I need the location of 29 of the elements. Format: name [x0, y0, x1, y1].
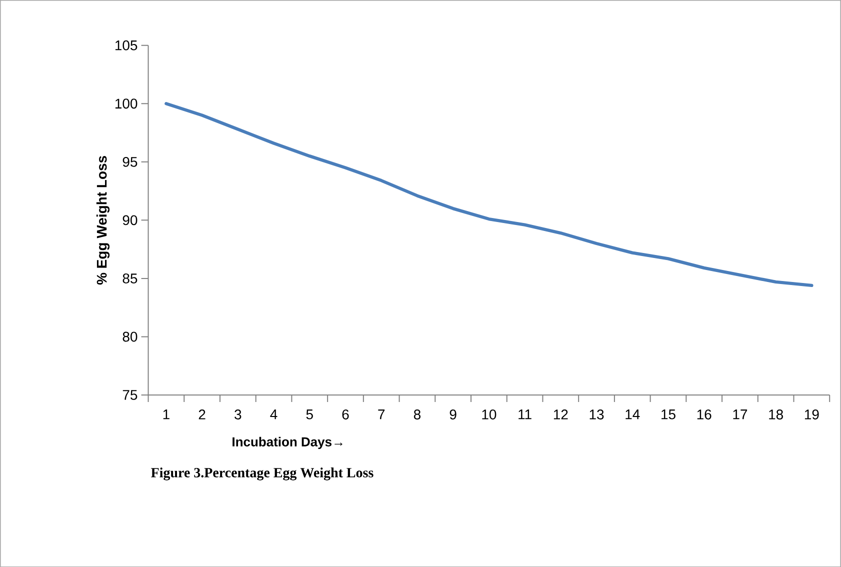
x-tick-label: 10 [482, 409, 496, 420]
y-tick-label: 90 [122, 215, 138, 226]
x-axis-title: Incubation Days→ [232, 436, 342, 449]
x-tick-label: 17 [733, 409, 748, 420]
y-axis-title: % Egg Weight Loss [96, 156, 110, 284]
y-tick-label: 95 [122, 156, 138, 167]
y-tick-label: 75 [122, 390, 138, 400]
x-tick-label: 1 [163, 409, 170, 420]
x-tick-label: 13 [590, 409, 604, 420]
y-tick-label: 105 [115, 40, 138, 50]
x-tick-label: 6 [342, 409, 349, 420]
x-tick-label: 3 [234, 409, 242, 420]
y-tick-label: 85 [122, 273, 138, 284]
x-tick-label: 4 [270, 409, 278, 420]
x-tick-label: 9 [450, 409, 456, 420]
x-tick-label: 19 [804, 409, 819, 420]
y-tick-label: 100 [115, 98, 138, 108]
x-tick-label: 8 [414, 409, 420, 420]
x-tick-label: 5 [306, 409, 313, 420]
x-tick-label: 12 [554, 409, 568, 420]
y-tick-label: 80 [122, 332, 138, 342]
x-tick-label: 7 [378, 409, 385, 420]
x-tick-label: 16 [697, 409, 712, 420]
x-tick-label: 18 [769, 409, 783, 420]
x-tick-label: 2 [198, 409, 206, 420]
x-tick-label: 15 [662, 409, 676, 420]
caption: Figure 3.Percentage Egg Weight Loss [151, 467, 374, 480]
x-tick-label: 14 [626, 409, 640, 420]
x-tick-label: 11 [518, 409, 532, 420]
